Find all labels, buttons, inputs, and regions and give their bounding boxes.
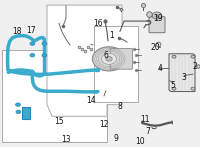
Polygon shape: [47, 5, 122, 116]
FancyBboxPatch shape: [149, 17, 165, 33]
Text: 13: 13: [61, 135, 71, 144]
Text: 4: 4: [158, 64, 162, 73]
Text: 10: 10: [135, 137, 145, 146]
Text: 9: 9: [114, 134, 118, 143]
Text: 8: 8: [118, 102, 122, 111]
FancyBboxPatch shape: [110, 49, 133, 69]
Text: 3: 3: [182, 72, 186, 82]
Text: 12: 12: [99, 121, 109, 130]
Text: 18: 18: [12, 27, 22, 36]
Circle shape: [172, 87, 176, 90]
Circle shape: [16, 103, 20, 106]
FancyBboxPatch shape: [2, 50, 107, 142]
Circle shape: [42, 42, 47, 45]
Circle shape: [92, 47, 126, 71]
Text: 6: 6: [104, 51, 108, 60]
Text: 2: 2: [193, 62, 197, 71]
Circle shape: [191, 87, 195, 90]
Circle shape: [172, 55, 176, 58]
Text: 11: 11: [140, 115, 150, 124]
Circle shape: [30, 42, 35, 45]
Circle shape: [106, 57, 112, 61]
Text: 17: 17: [26, 26, 36, 35]
FancyBboxPatch shape: [94, 26, 138, 102]
Text: 20: 20: [150, 44, 160, 52]
FancyBboxPatch shape: [22, 107, 30, 119]
Text: 1: 1: [110, 31, 114, 40]
Circle shape: [30, 54, 35, 57]
Text: 14: 14: [86, 96, 96, 105]
Circle shape: [16, 110, 21, 114]
Text: 19: 19: [153, 14, 163, 23]
Text: 15: 15: [54, 117, 64, 126]
Text: 7: 7: [146, 127, 150, 136]
Text: 16: 16: [93, 19, 103, 28]
Circle shape: [42, 54, 47, 57]
Polygon shape: [169, 54, 195, 92]
Circle shape: [101, 53, 117, 64]
Circle shape: [191, 55, 195, 58]
Circle shape: [152, 12, 162, 19]
Text: 5: 5: [171, 81, 175, 90]
